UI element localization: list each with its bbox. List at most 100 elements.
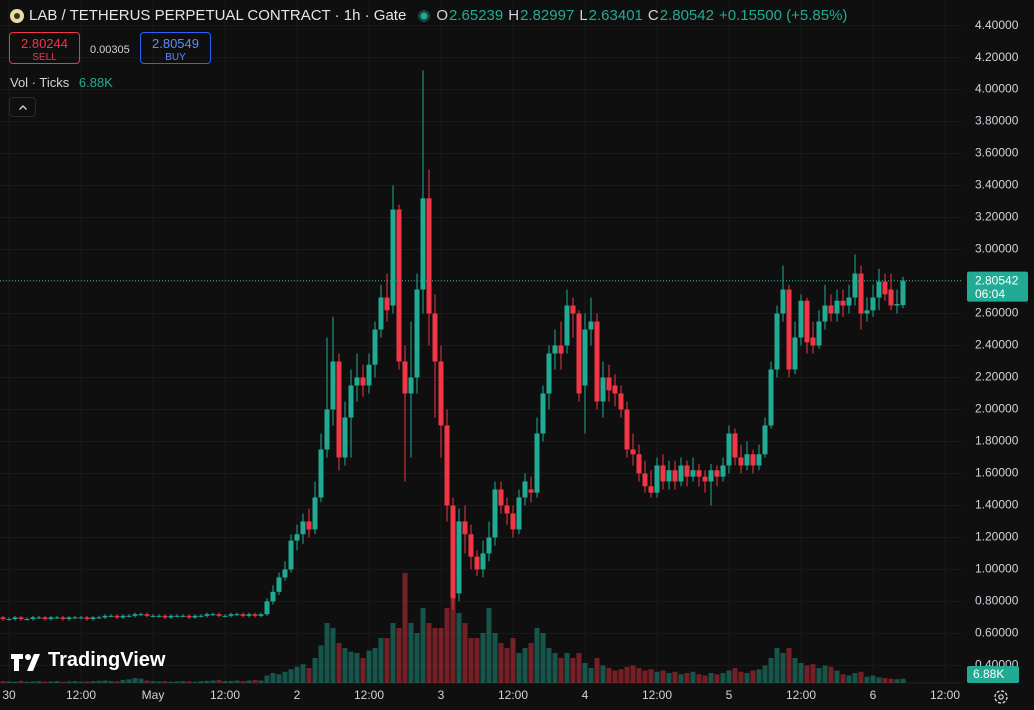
candle-body [810, 337, 816, 346]
volume-bar [396, 628, 402, 683]
collapse-button[interactable] [9, 97, 36, 117]
buy-button[interactable]: 2.80549 BUY [140, 32, 211, 64]
volume-bar [150, 681, 156, 683]
y-tick-label: 2.40000 [975, 338, 1019, 352]
volume-bar [438, 628, 444, 683]
volume-bar [600, 665, 606, 683]
y-tick-label: 3.80000 [975, 114, 1019, 128]
volume-bar [486, 608, 492, 683]
volume-bar [360, 658, 366, 683]
volume-bar [402, 573, 408, 683]
candle-body [558, 345, 564, 354]
candle-body [12, 617, 18, 620]
candle-body [876, 281, 882, 298]
indicator-name[interactable]: Vol · Ticks [10, 75, 70, 90]
volume-bar [444, 608, 450, 683]
candle-body [270, 591, 276, 602]
candle-body [72, 617, 78, 619]
volume-bar [276, 674, 282, 683]
volume-bar [384, 638, 390, 683]
candle-body [378, 297, 384, 330]
y-tick-label: 2.20000 [975, 370, 1019, 384]
candle-body [612, 385, 618, 394]
volume-bar [90, 681, 96, 683]
candle-body [774, 313, 780, 370]
candle-body [678, 465, 684, 482]
close-value: 2.80542 [659, 7, 714, 24]
volume-bar [120, 679, 126, 683]
volume-bar [498, 643, 504, 683]
brand-logo[interactable]: TradingView [10, 649, 165, 672]
volume-bar [30, 681, 36, 683]
volume-bar [306, 668, 312, 683]
candle-body [462, 521, 468, 535]
volume-bar [180, 681, 186, 683]
volume-bar [642, 670, 648, 683]
candle-body [624, 409, 630, 450]
volume-bar [690, 671, 696, 683]
candle-body [24, 619, 30, 621]
volume-bar [732, 668, 738, 683]
candle-body [744, 454, 750, 466]
volume-tag [967, 666, 1019, 683]
candle-body [300, 521, 306, 535]
volume-bar [492, 633, 498, 683]
low-label: L [579, 7, 588, 24]
volume-bar [810, 664, 816, 683]
volume-bar [504, 648, 510, 683]
candle-body [894, 303, 900, 306]
sell-button[interactable]: 2.80244 SELL [9, 32, 80, 64]
candle-body [60, 617, 66, 620]
volume-bar [678, 674, 684, 683]
volume-bar [318, 645, 324, 683]
volume-bar [804, 665, 810, 683]
volume-bar [138, 678, 144, 683]
volume-bar [852, 673, 858, 683]
candle-body [492, 489, 498, 538]
volume-bar [204, 680, 210, 683]
candle-body [594, 321, 600, 402]
settings-button[interactable] [994, 690, 1008, 704]
candle-body [714, 470, 720, 477]
candle-body [834, 300, 840, 314]
volume-bar [870, 675, 876, 683]
volume-bar [390, 623, 396, 683]
candle-body [888, 289, 894, 306]
volume-bar [270, 673, 276, 683]
symbol-title[interactable]: LAB / TETHERUS PERPETUAL CONTRACT · 1h ·… [29, 7, 407, 24]
candle-body [900, 280, 906, 306]
volume-bar [858, 671, 864, 683]
candle-body [312, 497, 318, 530]
volume-bar [288, 669, 294, 683]
candle-body [702, 476, 708, 482]
candle-body [840, 300, 846, 306]
candle-body [846, 297, 852, 306]
volume-bar [516, 653, 522, 683]
volume-bar [60, 681, 66, 683]
volume-bar [474, 638, 480, 683]
candle-body [324, 409, 330, 450]
candle-body [162, 615, 168, 618]
volume-bar [102, 680, 108, 683]
candle-body [684, 465, 690, 477]
status-dot [418, 9, 431, 22]
candle-body [636, 454, 642, 474]
candle-body [360, 377, 366, 386]
volume-bar [714, 674, 720, 683]
y-tick-label: 0.60000 [975, 626, 1019, 640]
candle-body [858, 273, 864, 314]
volume-bar [480, 633, 486, 683]
gear-hub [998, 694, 1004, 700]
candle-body [762, 425, 768, 455]
volume-bar [264, 675, 270, 683]
volume-bar [552, 653, 558, 683]
candle-body [408, 377, 414, 394]
candle-body [288, 540, 294, 570]
candle-body [750, 454, 756, 466]
volume-bar [462, 623, 468, 683]
x-tick-label: 12:00 [210, 688, 240, 702]
volume-bar [540, 633, 546, 683]
y-tick-label: 1.20000 [975, 530, 1019, 544]
candle-body [414, 289, 420, 378]
candle-body [282, 569, 288, 578]
